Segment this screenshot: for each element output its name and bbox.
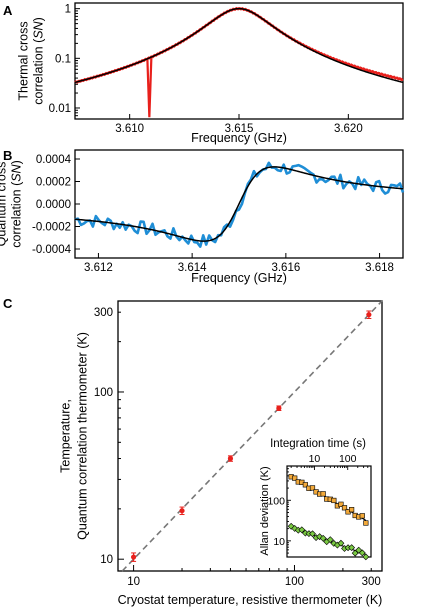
- ylabel-line: Temperature,: [59, 399, 73, 473]
- x-tick-label: 3.614: [178, 262, 207, 274]
- y-tick-label: 1: [65, 4, 71, 16]
- inset-marker-square: [359, 513, 365, 519]
- panel-b-ticks: 3.612 3.614 3.616 3.618 0.0004 0.0002 0.0000 -0…: [32, 154, 394, 274]
- inset-marker-square: [349, 507, 355, 513]
- inset-marker-diamond: [319, 534, 327, 542]
- y-tick-label: 0.0002: [36, 177, 71, 189]
- panel-c-ylabel: Temperature, Quantum correlation thermome…: [59, 332, 90, 540]
- inset-y-tick-label: 10: [273, 536, 285, 548]
- panel-a-frame: [74, 2, 404, 120]
- inset-y-tick-label: 100: [267, 495, 285, 507]
- panel-b-series: [74, 161, 405, 248]
- y-tick-label: 0.0004: [36, 154, 72, 166]
- panel-b-xlabel: Frequency (GHz): [191, 271, 287, 285]
- series-fit: [74, 166, 404, 242]
- data-point: [366, 312, 372, 318]
- y-tick-label: 0.01: [49, 103, 71, 115]
- inset-marker-square: [320, 491, 326, 497]
- inset-marker-diamond: [337, 539, 345, 547]
- inset-marker-square: [338, 501, 344, 507]
- panel-a-ticks: 3.610 3.615 3.620 0.01 0.1 1: [49, 4, 363, 135]
- data-point: [130, 554, 137, 560]
- inset-marker-diamond: [358, 549, 366, 557]
- ylabel-line: correlation (SN): [32, 17, 46, 105]
- panel-c: C Temperature, Quantum correlation thermo…: [3, 296, 383, 607]
- panel-a: A Thermal cross correlation (SN) 3.610 3.6…: [3, 2, 404, 145]
- panel-a-series: [74, 6, 404, 118]
- inset-title: Integration time (s): [270, 438, 366, 450]
- panel-c-xlabel: Cryostat temperature, resistive thermome…: [118, 593, 383, 607]
- panel-label-c: C: [3, 296, 13, 311]
- data-point: [179, 508, 185, 514]
- x-tick-label: 3.615: [225, 123, 254, 135]
- inset-x-tick-label: 100: [339, 453, 357, 465]
- x-tick-label: 3.610: [115, 123, 144, 135]
- x-tick-label: 3.616: [271, 262, 300, 274]
- y-tick-label: 10: [100, 554, 113, 566]
- y-tick-label: -0.0004: [32, 244, 72, 256]
- inset-ylabel: Allan deviation (K): [259, 466, 271, 555]
- ylabel-line: Quantum correlation thermometer (K): [76, 332, 90, 540]
- series-dip: [146, 57, 153, 118]
- series-fit: [74, 7, 404, 84]
- inset-marker-diamond: [351, 549, 359, 557]
- y-tick-label: 100: [94, 387, 113, 399]
- series-data: [74, 6, 404, 84]
- ylabel-line: correlation (SN): [10, 160, 24, 248]
- inset-marker-diamond: [309, 530, 316, 538]
- panel-c-ticks: 10 100 300 10 100 300: [94, 307, 381, 588]
- inset-x-tick-label: 10: [309, 453, 321, 465]
- y-tick-label: 0.0000: [36, 199, 71, 211]
- panel-label-b: B: [3, 148, 12, 163]
- panel-label-a: A: [3, 3, 13, 18]
- panel-a-ylabel: Thermal cross correlation (SN): [17, 17, 46, 105]
- data-point: [276, 405, 282, 411]
- inset-marker-diamond: [330, 539, 338, 547]
- inset-marker-diamond: [326, 536, 334, 544]
- ylabel-line: Quantum cross: [0, 162, 9, 247]
- inset-marker-square: [302, 482, 308, 488]
- data-point: [227, 455, 234, 462]
- inset-marker-diamond: [348, 544, 356, 552]
- inset-marker-diamond: [298, 526, 306, 534]
- reference-line: [121, 300, 383, 572]
- inset-ticks: 10 100 10 100: [267, 453, 369, 554]
- ylabel-line: Thermal cross: [17, 21, 31, 100]
- inset-marker-square: [331, 497, 337, 504]
- y-tick-label: 0.1: [55, 53, 71, 65]
- inset-marker-square: [363, 520, 369, 526]
- x-tick-label: 3.620: [334, 123, 363, 135]
- inset-marker-diamond: [362, 553, 370, 561]
- y-tick-label: 300: [94, 307, 113, 319]
- y-tick-label: -0.0002: [32, 222, 71, 234]
- inset-series: [287, 474, 370, 561]
- panel-a-xlabel: Frequency (GHz): [191, 131, 287, 145]
- inset-marker-square: [309, 485, 316, 491]
- x-tick-label: 100: [285, 576, 304, 588]
- x-tick-label: 300: [362, 576, 381, 588]
- inset-marker-diamond: [355, 546, 363, 554]
- panel-c-inset: Integration time (s) Allan deviation (K)…: [259, 438, 372, 561]
- panel-c-series: [121, 300, 383, 572]
- inset-marker-square: [341, 505, 348, 511]
- x-tick-label: 10: [127, 576, 140, 588]
- inset-marker-diamond: [287, 522, 295, 530]
- panel-c-frame: [117, 300, 383, 572]
- x-tick-label: 3.618: [365, 262, 394, 274]
- inset-marker-square: [292, 475, 298, 481]
- x-tick-label: 3.612: [84, 262, 113, 274]
